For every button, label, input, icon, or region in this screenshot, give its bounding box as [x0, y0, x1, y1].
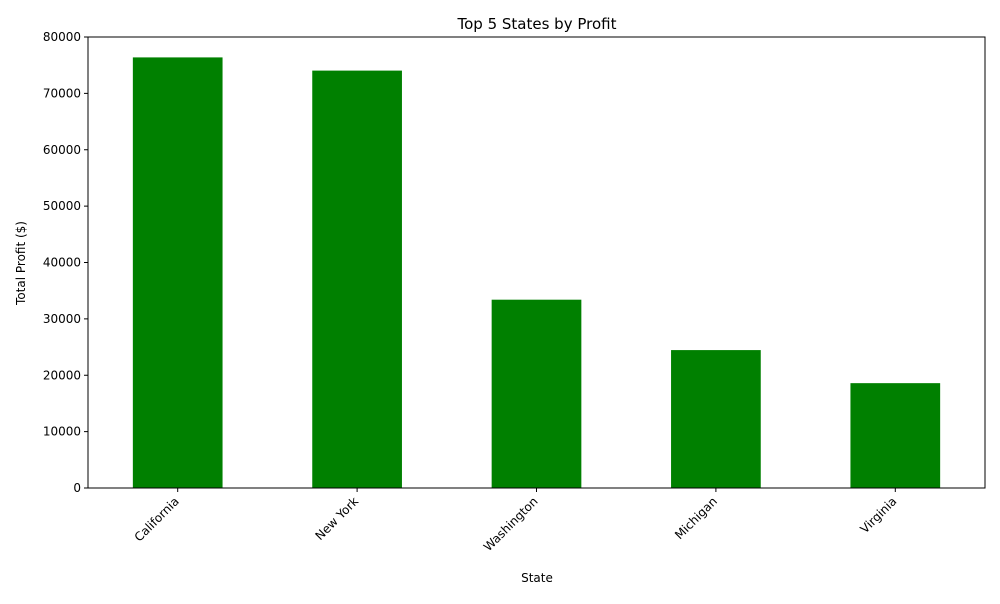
- x-tick-label: Michigan: [672, 494, 720, 542]
- y-tick-label: 80000: [43, 30, 81, 44]
- y-tick-label: 20000: [43, 368, 81, 382]
- chart-title: Top 5 States by Profit: [457, 15, 617, 33]
- y-axis-label: Total Profit ($): [14, 221, 28, 306]
- bar-california: [132, 57, 223, 489]
- plot-area: California New York Washington Michigan Virg…: [43, 30, 986, 554]
- y-tick-label: 40000: [43, 256, 81, 270]
- y-tick-label: 10000: [43, 425, 81, 439]
- bar-washington: [491, 299, 582, 488]
- x-tick-label: Virginia: [858, 494, 900, 536]
- x-tick-label: Washington: [481, 494, 541, 554]
- x-tick-label: California: [132, 494, 182, 544]
- y-tick-label: 70000: [43, 86, 81, 100]
- bar-michigan: [671, 350, 761, 488]
- bar-virginia: [850, 383, 941, 488]
- bar-new-york: [312, 70, 402, 489]
- y-tick-label: 50000: [43, 199, 81, 213]
- plot-frame: [87, 36, 986, 489]
- y-tick-label: 60000: [43, 143, 81, 157]
- y-tick-label: 0: [73, 481, 81, 495]
- x-tick-label: New York: [312, 494, 361, 543]
- y-tick-label: 30000: [43, 312, 81, 326]
- x-axis-label: State: [521, 571, 553, 585]
